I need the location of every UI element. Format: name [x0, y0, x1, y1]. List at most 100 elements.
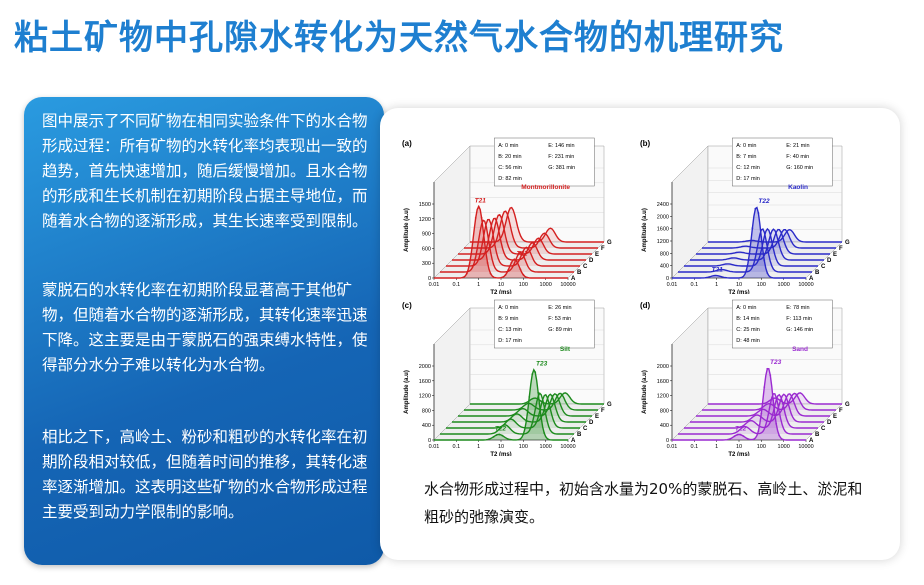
- x-axis-label: T2 (ms): [728, 452, 749, 456]
- series-label: B: [815, 432, 820, 438]
- series-line: [702, 229, 836, 249]
- data-point: [742, 435, 745, 438]
- series-line: [672, 367, 806, 441]
- data-point: [507, 268, 510, 271]
- series-fill: [470, 392, 604, 404]
- x-tick-label: 100: [757, 282, 766, 288]
- data-point: [468, 262, 471, 264]
- series-label: E: [595, 252, 599, 258]
- y-axis-label: Amplitude (a.u): [404, 208, 410, 252]
- series-label: G: [845, 402, 850, 408]
- data-point: [528, 396, 531, 398]
- legend-entry: E: 21 min: [786, 143, 809, 149]
- data-point: [778, 434, 781, 437]
- series-label: D: [589, 258, 594, 264]
- data-point: [757, 430, 760, 432]
- data-point: [525, 420, 528, 422]
- series-label: G: [845, 240, 850, 246]
- x-tick-label: 10000: [798, 444, 813, 450]
- data-point: [766, 272, 769, 274]
- data-point: [474, 217, 477, 219]
- data-point: [745, 269, 748, 271]
- chart-a: (a) 0 300 600 900 1200 1500 Amplitude (a.u) 0.01…: [402, 137, 612, 296]
- series-label: F: [601, 246, 605, 252]
- panel-label: (c): [402, 301, 412, 310]
- y-tick-label: 800: [660, 251, 669, 257]
- x-tick-label: 0.01: [429, 444, 440, 450]
- x-tick-label: 10000: [560, 282, 575, 288]
- data-point: [540, 417, 543, 419]
- peak-label: T22: [495, 425, 507, 432]
- series-line: [684, 393, 818, 429]
- series-line: [678, 393, 812, 435]
- legend-entry: B: 7 min: [736, 154, 756, 160]
- panel-label: (a): [402, 139, 412, 148]
- data-point: [736, 433, 739, 436]
- legend-entry: C: 12 min: [736, 165, 760, 171]
- legend-entry: E: 78 min: [786, 305, 809, 311]
- legend-entry: B: 20 min: [498, 154, 521, 160]
- series-line: [464, 392, 598, 411]
- y-tick-label: 1200: [419, 217, 431, 223]
- x-tick-label: 0.1: [453, 444, 461, 450]
- data-point: [754, 207, 757, 210]
- series-label: E: [833, 252, 837, 258]
- series-line: [690, 228, 824, 261]
- data-point: [492, 435, 495, 438]
- x-tick-label: 0.1: [453, 282, 461, 288]
- legend-entry: B: 14 min: [736, 316, 759, 322]
- series-line: [452, 393, 586, 423]
- legend-entry: D: 17 min: [498, 338, 522, 344]
- y-tick-label: 1200: [657, 394, 669, 400]
- data-point: [748, 253, 751, 255]
- series-fill: [434, 369, 568, 440]
- x-tick-label: 1: [477, 282, 480, 288]
- series-line: [434, 368, 568, 441]
- x-tick-label: 1: [477, 444, 480, 450]
- x-tick-label: 1000: [778, 444, 790, 450]
- legend-entry: F: 231 min: [548, 154, 574, 160]
- data-point: [510, 261, 513, 264]
- series-line: [678, 228, 812, 273]
- legend-box: [732, 299, 833, 349]
- series-line: [708, 228, 842, 243]
- legend-entry: E: 26 min: [548, 305, 571, 311]
- peak-label: T23: [536, 361, 548, 368]
- x-tick-label: 10: [498, 282, 504, 288]
- legend-entry: F: 40 min: [786, 154, 809, 160]
- series-line: [434, 204, 568, 279]
- data-point: [501, 434, 504, 437]
- legend-entry: G: 160 min: [786, 165, 813, 171]
- x-tick-label: 1000: [540, 444, 552, 450]
- data-point: [733, 435, 736, 438]
- series-label: B: [577, 270, 582, 276]
- peak-label: T23: [770, 359, 782, 366]
- chart-c: (c) 0 400 800 1200 1600 2000 Amplitude (a.u) 0.0…: [402, 299, 612, 458]
- data-point: [537, 391, 540, 394]
- description-panel: 图中展示了不同矿物在相同实验条件下的水合物形成过程：所有矿物的水转化率均表现出一…: [24, 97, 384, 565]
- data-point: [543, 432, 546, 434]
- series-line: [684, 227, 818, 267]
- y-tick-label: 800: [660, 408, 669, 414]
- series-line: [458, 392, 592, 417]
- x-tick-label: 0.1: [691, 444, 699, 450]
- series-label: C: [821, 264, 826, 270]
- legend-entry: D: 48 min: [736, 338, 760, 344]
- series-label: F: [839, 408, 843, 414]
- series-label: A: [571, 438, 576, 444]
- mineral-label: Montmorillonite: [521, 184, 570, 191]
- series-fill: [464, 393, 598, 410]
- y-tick-label: 1500: [419, 202, 431, 208]
- x-tick-label: 0.01: [429, 282, 440, 288]
- page-title: 粘土矿物中孔隙水转化为天然气水合物的机理研究: [14, 18, 784, 58]
- y-tick-label: 1200: [419, 394, 431, 400]
- data-point: [516, 261, 519, 264]
- series-label: E: [595, 414, 599, 420]
- x-tick-label: 10: [736, 444, 742, 450]
- series-fill: [440, 393, 574, 434]
- series-line: [446, 393, 580, 429]
- series-line: [702, 392, 836, 411]
- y-tick-label: 2000: [419, 364, 431, 370]
- panel-label: (b): [640, 139, 651, 148]
- y-tick-label: 400: [660, 423, 669, 429]
